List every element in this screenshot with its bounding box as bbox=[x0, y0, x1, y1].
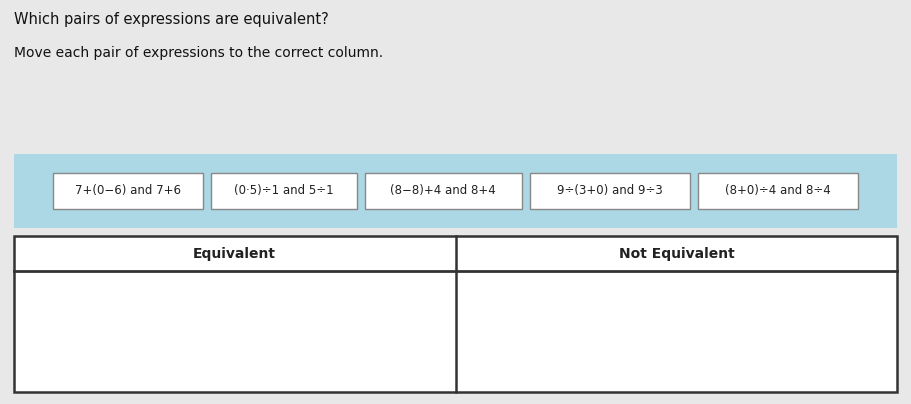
Text: Not Equivalent: Not Equivalent bbox=[619, 246, 734, 261]
FancyBboxPatch shape bbox=[14, 154, 897, 228]
Text: Equivalent: Equivalent bbox=[193, 246, 276, 261]
Text: (0·5)÷1 and 5÷1: (0·5)÷1 and 5÷1 bbox=[234, 184, 333, 198]
FancyBboxPatch shape bbox=[698, 173, 857, 209]
FancyBboxPatch shape bbox=[529, 173, 690, 209]
FancyBboxPatch shape bbox=[14, 236, 897, 392]
Text: Which pairs of expressions are equivalent?: Which pairs of expressions are equivalen… bbox=[14, 12, 329, 27]
FancyBboxPatch shape bbox=[364, 173, 521, 209]
Text: 7+(0−6) and 7+6: 7+(0−6) and 7+6 bbox=[76, 184, 181, 198]
FancyBboxPatch shape bbox=[211, 173, 356, 209]
Text: 9÷(3+0) and 9÷3: 9÷(3+0) and 9÷3 bbox=[557, 184, 662, 198]
Text: (8+0)÷4 and 8÷4: (8+0)÷4 and 8÷4 bbox=[724, 184, 830, 198]
FancyBboxPatch shape bbox=[54, 173, 203, 209]
Text: Move each pair of expressions to the correct column.: Move each pair of expressions to the cor… bbox=[14, 46, 384, 60]
Text: (8−8)+4 and 8+4: (8−8)+4 and 8+4 bbox=[390, 184, 496, 198]
